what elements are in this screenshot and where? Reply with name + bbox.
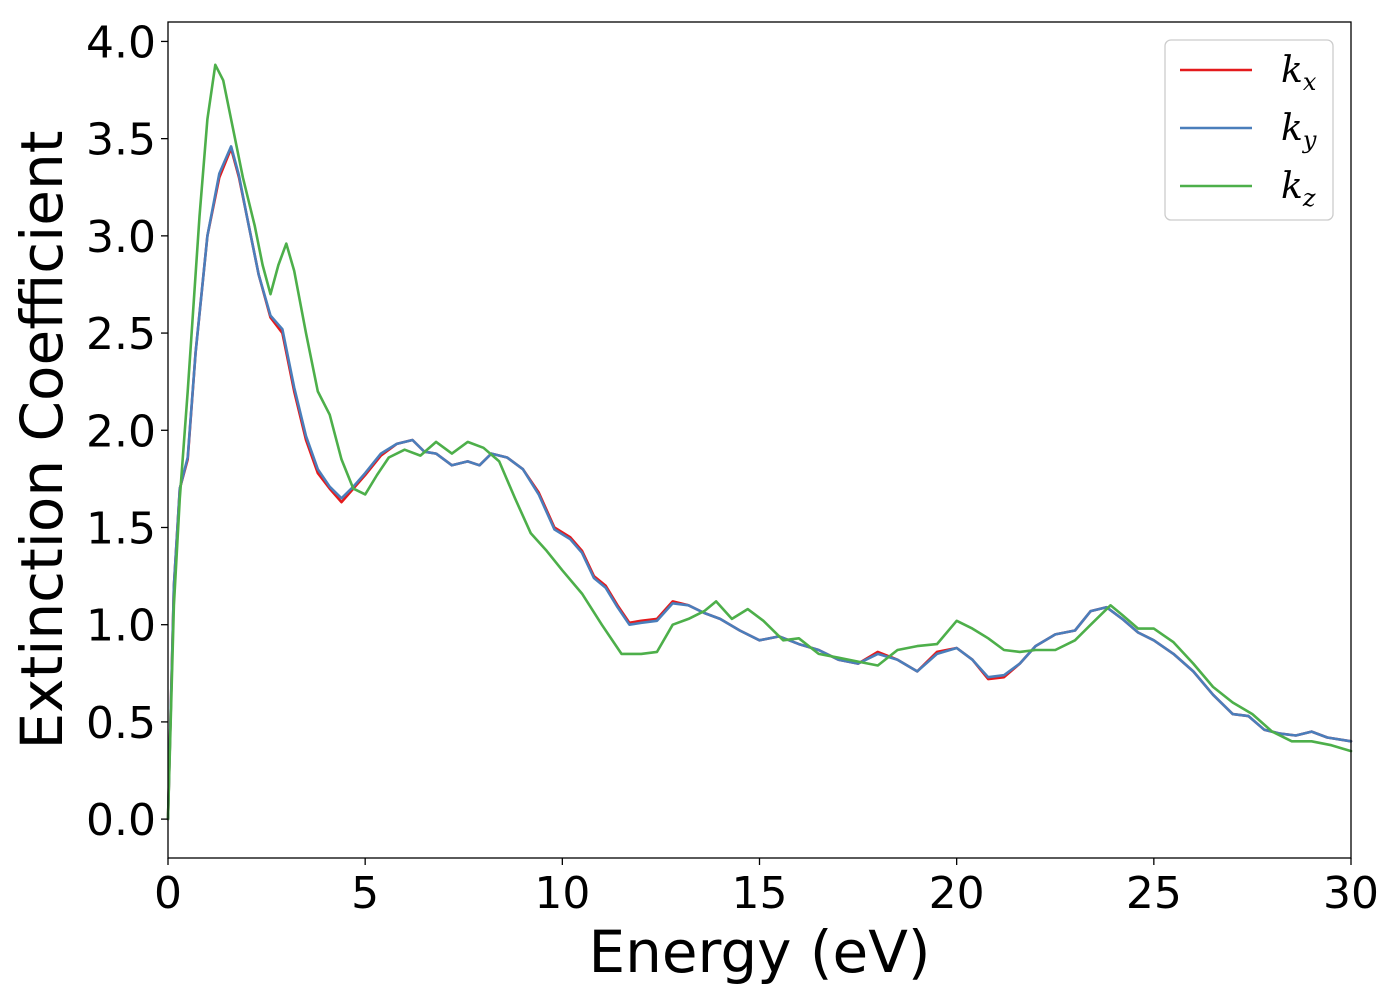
y-axis: 0.0 0.5 1.0 1.5 2.0 2.5 3.0 3.5 4.0 [86, 17, 168, 846]
x-tick-label: 0 [154, 868, 182, 919]
plot-background [168, 22, 1351, 858]
legend-label-y: ky [1281, 108, 1317, 154]
y-tick-label: 2.5 [86, 309, 156, 360]
x-axis: 0 5 10 15 20 25 30 [154, 858, 1379, 919]
series-layer [166, 63, 1353, 821]
y-tick-label: 4.0 [86, 17, 156, 68]
x-tick-label: 5 [351, 868, 379, 919]
y-axis-label: Extinction Coefficient [8, 131, 76, 750]
y-tick-label: 3.0 [86, 212, 156, 263]
series-line-z [166, 63, 1353, 821]
x-axis-label: Energy (eV) [588, 918, 930, 986]
x-tick-label: 20 [929, 868, 985, 919]
x-tick-label: 15 [732, 868, 788, 919]
y-tick-label: 0.0 [86, 795, 156, 846]
y-tick-label: 1.5 [86, 503, 156, 554]
x-tick-label: 30 [1323, 868, 1379, 919]
series-line-y [166, 145, 1353, 821]
y-tick-label: 0.5 [86, 698, 156, 749]
y-tick-label: 2.0 [86, 406, 156, 457]
y-tick-label: 1.0 [86, 601, 156, 652]
y-tick-label: 3.5 [86, 115, 156, 166]
legend-frame [1164, 39, 1334, 221]
x-tick-label: 10 [534, 868, 590, 919]
x-tick-label: 25 [1126, 868, 1182, 919]
